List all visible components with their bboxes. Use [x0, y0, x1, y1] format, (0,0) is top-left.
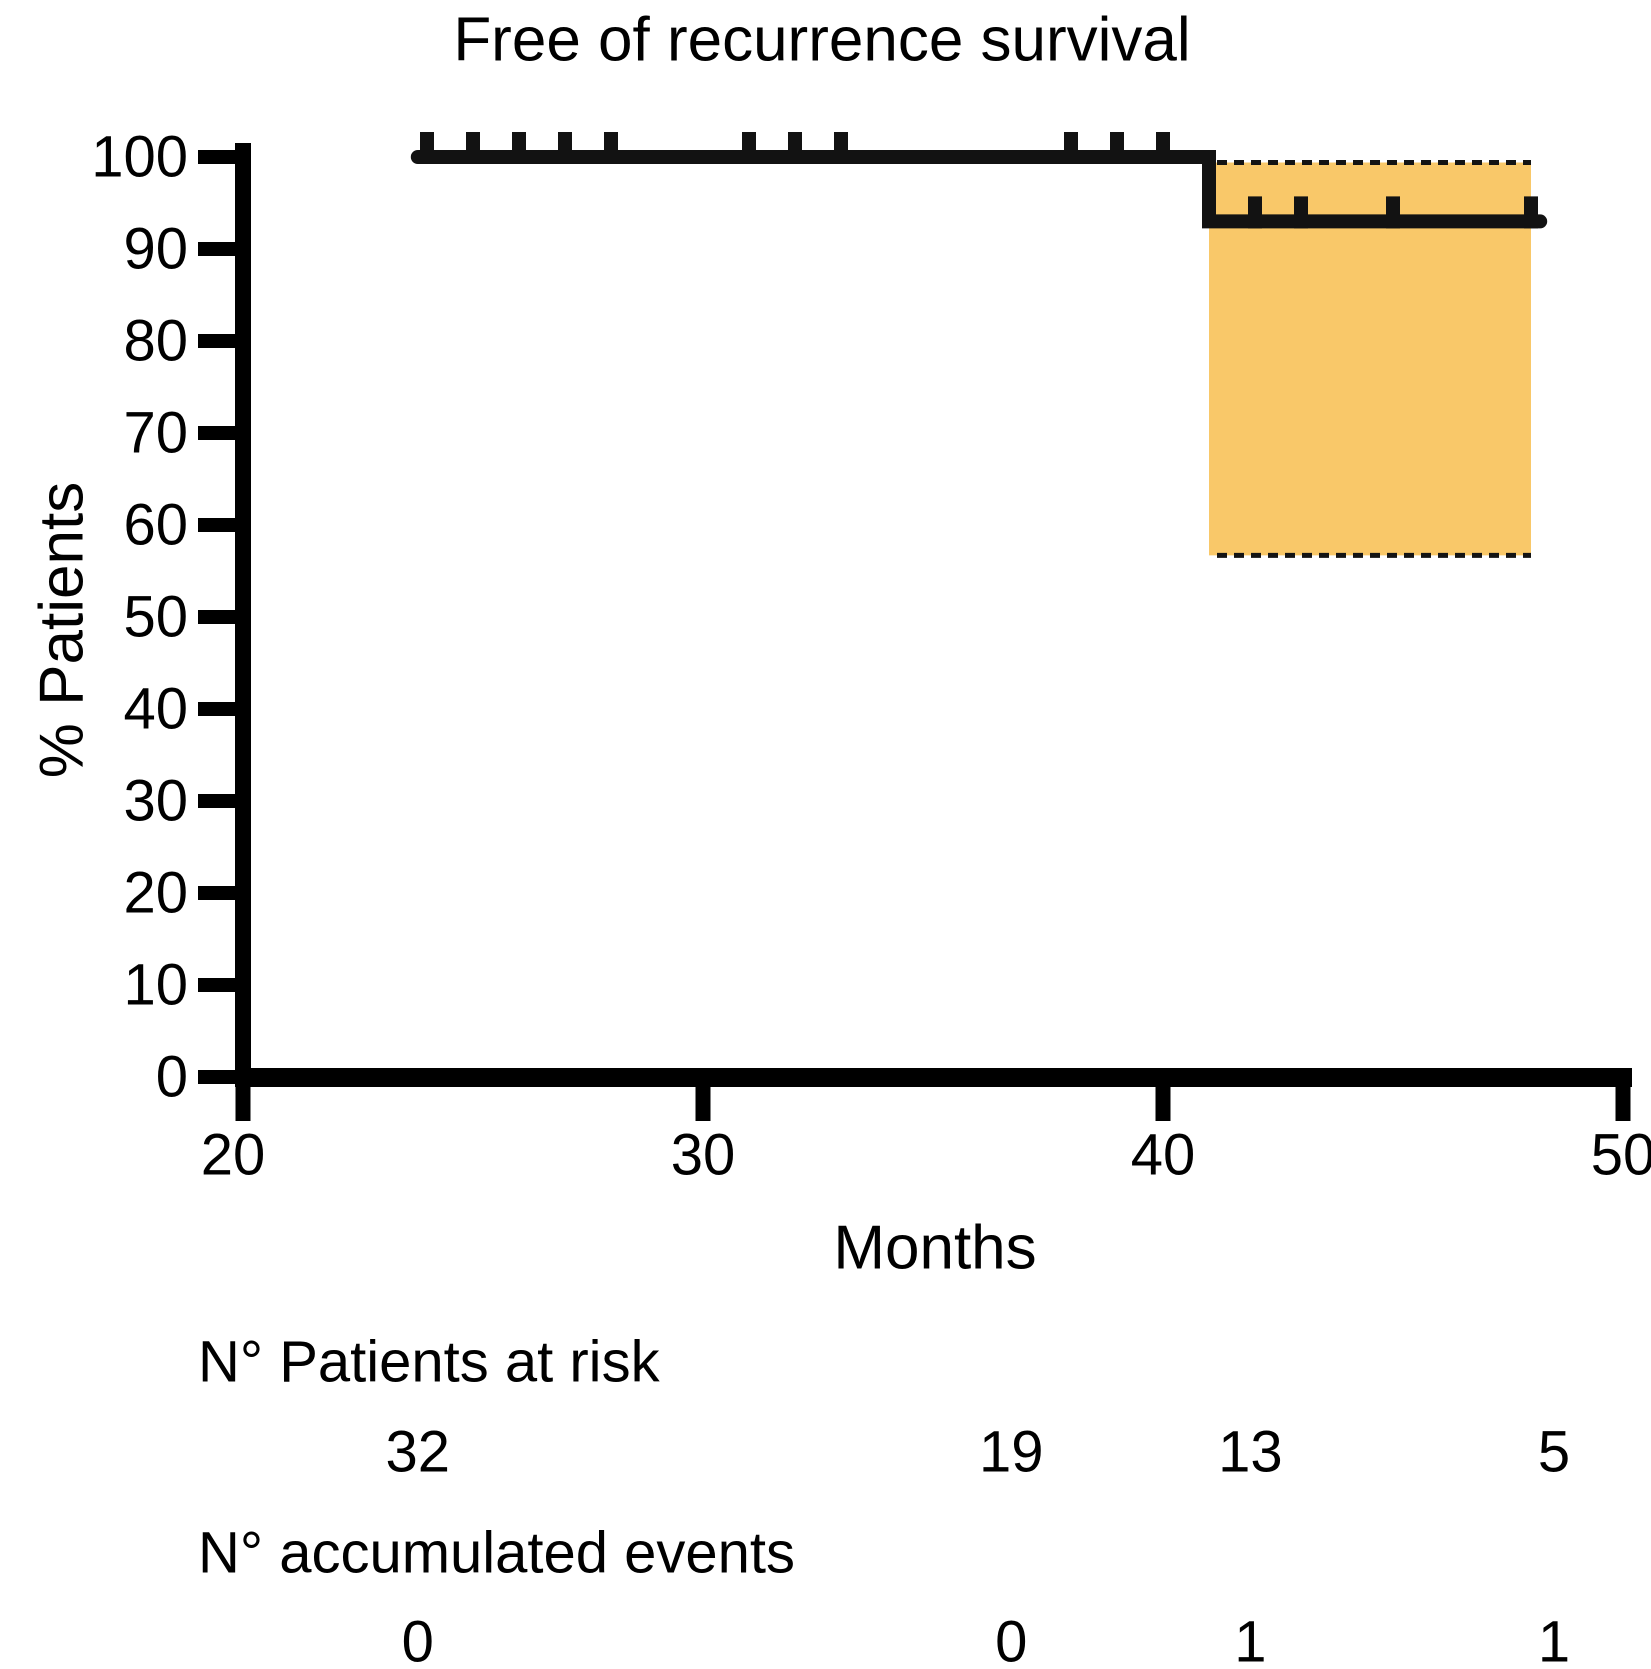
- risk-table-header-at-risk: N° Patients at risk: [198, 1330, 661, 1395]
- y-tick: [198, 978, 251, 992]
- y-tick-label: 0: [156, 1045, 188, 1110]
- censor-tick: [466, 132, 480, 164]
- censor-tick: [558, 132, 572, 164]
- y-tick-label: 10: [123, 953, 188, 1018]
- y-tick-label: 50: [123, 585, 188, 650]
- y-tick: [198, 334, 251, 348]
- y-tick: [198, 794, 251, 808]
- y-tick-label: 40: [123, 677, 188, 742]
- at-risk-count: 32: [386, 1420, 451, 1485]
- x-axis-spine: [235, 1068, 1632, 1087]
- censor-tick: [512, 132, 526, 164]
- chart-title: Free of recurrence survival: [453, 6, 1190, 75]
- x-tick-label: 40: [1131, 1123, 1196, 1188]
- y-tick: [198, 426, 251, 440]
- y-tick-label: 100: [91, 125, 188, 190]
- y-tick: [198, 150, 251, 164]
- y-tick-label: 30: [123, 769, 188, 834]
- y-tick: [198, 518, 251, 532]
- censor-tick: [742, 132, 756, 164]
- events-count: 1: [1538, 1610, 1570, 1669]
- risk-table-header-events: N° accumulated events: [198, 1521, 795, 1586]
- events-count: 0: [402, 1610, 434, 1669]
- x-tick: [235, 1068, 251, 1121]
- y-tick-label: 60: [123, 493, 188, 558]
- y-tick-label: 70: [123, 401, 188, 466]
- x-tick-label: 50: [1591, 1123, 1651, 1188]
- censor-tick: [604, 132, 618, 164]
- x-tick-label: 30: [671, 1123, 736, 1188]
- censor-tick: [1110, 132, 1124, 164]
- x-tick: [695, 1068, 711, 1121]
- at-risk-count: 19: [979, 1420, 1044, 1485]
- censor-tick: [1156, 132, 1170, 164]
- x-tick: [1615, 1068, 1631, 1121]
- x-axis-label: Months: [833, 1214, 1036, 1283]
- y-tick: [198, 610, 251, 624]
- survival-curve-group: [410, 132, 1548, 229]
- censor-tick: [1064, 132, 1078, 164]
- y-tick: [198, 702, 251, 716]
- y-tick: [198, 242, 251, 256]
- x-tick-label: 20: [201, 1123, 266, 1188]
- survival-step-line: [410, 150, 1548, 229]
- at-risk-count: 13: [1218, 1420, 1283, 1485]
- at-risk-count: 5: [1538, 1420, 1570, 1485]
- axes-group: 0 10 20 30 40 50 60 70 80 90 100 20 30 40 50: [91, 125, 1651, 1188]
- censor-tick: [1386, 196, 1400, 229]
- x-tick: [1155, 1068, 1171, 1121]
- events-count: 1: [1234, 1610, 1266, 1669]
- censor-tick: [1248, 196, 1262, 229]
- censor-tick: [420, 132, 434, 164]
- y-tick-label: 20: [123, 861, 188, 926]
- censor-tick: [834, 132, 848, 164]
- y-axis-label: % Patients: [28, 482, 97, 778]
- y-tick-label: 90: [123, 217, 188, 282]
- y-tick-label: 80: [123, 309, 188, 374]
- censor-tick: [788, 132, 802, 164]
- censor-tick: [1524, 196, 1538, 229]
- y-tick: [198, 886, 251, 900]
- events-count: 0: [995, 1610, 1027, 1669]
- censor-tick: [1294, 196, 1308, 229]
- risk-table-values-group: 32 0 19 0 13 1 5 1: [386, 1420, 1571, 1669]
